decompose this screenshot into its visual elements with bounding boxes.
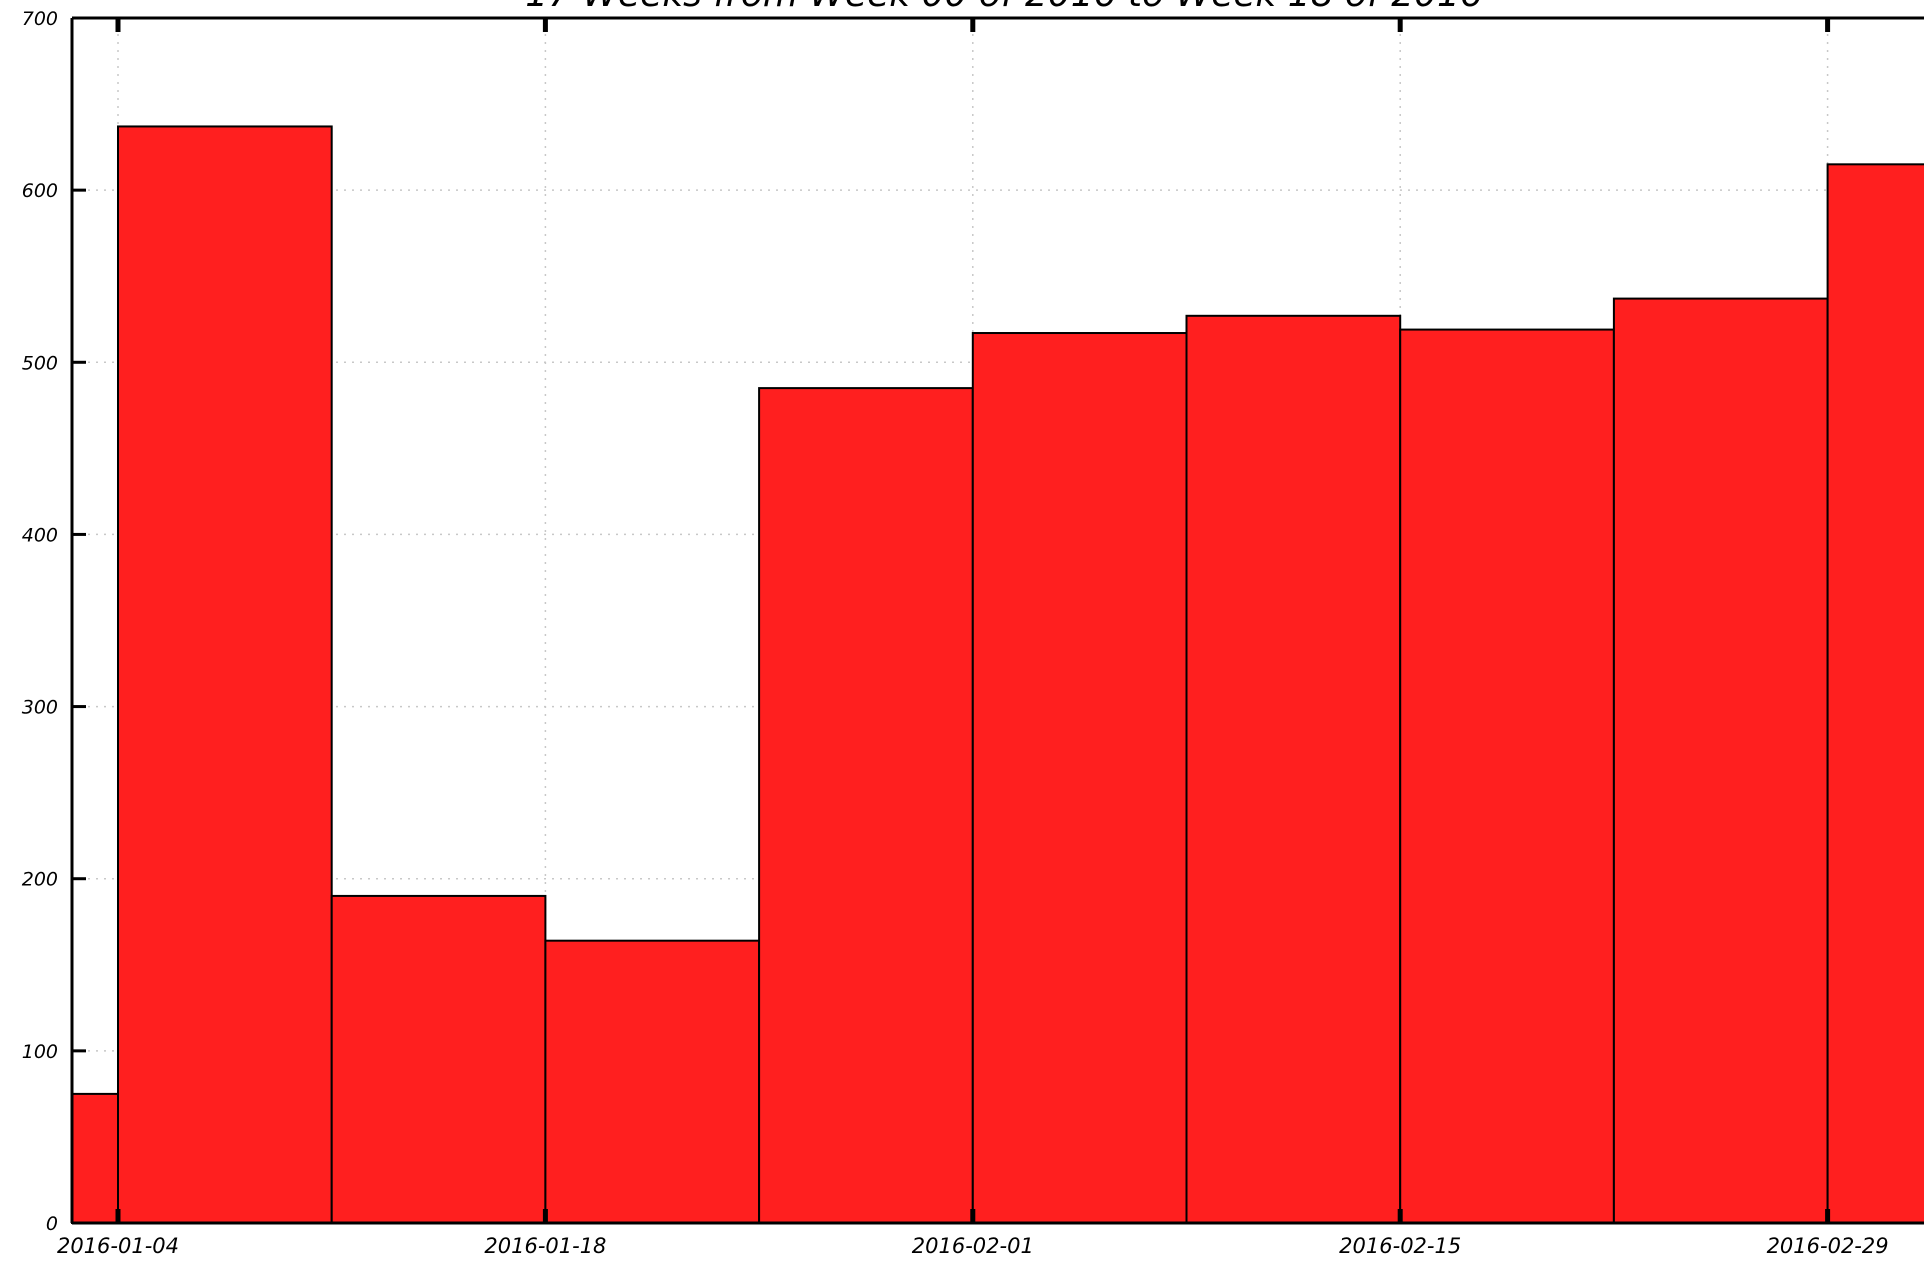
- bar-2016-01-11: [330, 894, 547, 1225]
- bars-group: [71, 125, 1924, 1225]
- y-tick-label-1: 100: [22, 1041, 58, 1063]
- bar-2016-02-01: [971, 332, 1188, 1224]
- y-axis-ticks: 0 100 200 300 400 500 600 700: [22, 8, 86, 1235]
- bar-2016-02-22: [1612, 297, 1829, 1225]
- y-tick-label-0: 0: [46, 1213, 58, 1235]
- bar-2016-02-29: [1826, 163, 1924, 1225]
- y-tick-label-2: 200: [22, 869, 58, 891]
- y-tick-label-5: 500: [22, 352, 58, 374]
- x-tick-label-3: 2016-02-15: [1339, 1234, 1461, 1258]
- y-tick-label-7: 700: [22, 8, 58, 30]
- bar-2016-02-08: [1185, 314, 1402, 1224]
- x-tick-label-4: 2016-02-29: [1767, 1234, 1889, 1258]
- y-tick-label-6: 600: [22, 180, 58, 202]
- bar-2016-01-18: [544, 939, 761, 1225]
- bar-2016-01-04: [117, 125, 333, 1225]
- chart-title: 17 Weeks from Week 00 of 2016 to Week 18…: [525, 0, 1483, 15]
- x-tick-label-0: 2016-01-04: [57, 1234, 179, 1258]
- x-axis-ticks: 2016-01-04 2016-01-18 2016-02-01 2016-02-15…: [57, 18, 1889, 1258]
- bar-2016-01-01: [71, 1092, 119, 1224]
- y-tick-label-4: 400: [22, 524, 58, 546]
- bar-2016-01-25: [758, 387, 974, 1225]
- x-tick-label-2: 2016-02-01: [912, 1234, 1034, 1258]
- y-tick-label-3: 300: [22, 697, 58, 719]
- x-tick-label-1: 2016-01-18: [484, 1234, 606, 1258]
- axes: [70, 16, 1924, 1225]
- bar-2016-02-15: [1399, 328, 1615, 1225]
